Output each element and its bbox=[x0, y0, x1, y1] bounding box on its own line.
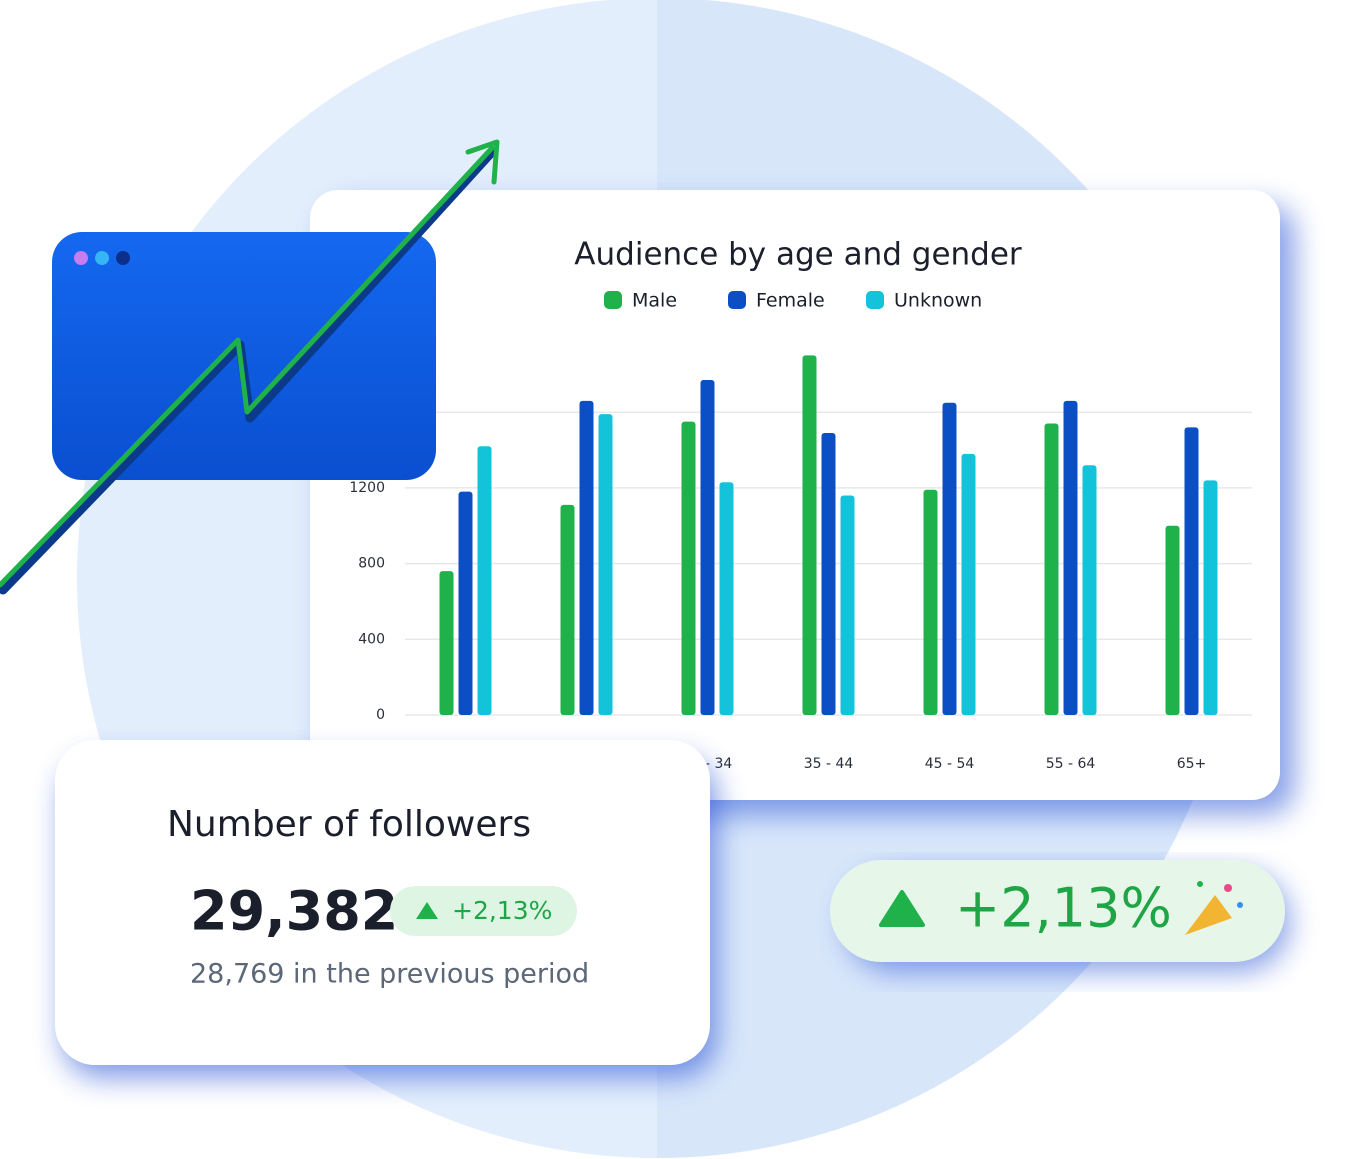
legend-swatch bbox=[604, 291, 622, 309]
bar bbox=[477, 446, 492, 715]
bar bbox=[1082, 465, 1097, 715]
legend-label: Unknown bbox=[894, 290, 982, 312]
chart-plot: 040080012001600MaleFemaleUnknown25 - 343… bbox=[349, 290, 1252, 772]
y-tick-label: 0 bbox=[376, 707, 385, 723]
x-tick-label: 55 - 64 bbox=[1046, 756, 1096, 772]
bar bbox=[942, 402, 957, 715]
badge bbox=[830, 860, 1285, 962]
growth-badge: +2,13% bbox=[830, 860, 1290, 972]
chart-title: Audience by age and gender bbox=[574, 237, 1022, 273]
arrow-head bbox=[465, 139, 500, 185]
y-tick-label: 800 bbox=[358, 556, 385, 572]
legend-swatch bbox=[728, 291, 746, 309]
trend-arrow bbox=[0, 145, 495, 588]
confetti bbox=[1237, 902, 1243, 908]
legend-label: Female bbox=[756, 290, 825, 312]
confetti bbox=[1224, 884, 1232, 892]
x-tick-label: 35 - 44 bbox=[804, 756, 854, 772]
window-dot bbox=[95, 251, 109, 265]
bar bbox=[598, 414, 613, 715]
y-tick-label: 400 bbox=[358, 631, 385, 647]
window-dot bbox=[74, 251, 88, 265]
bar bbox=[961, 453, 976, 715]
card bbox=[55, 740, 710, 1065]
bar bbox=[923, 489, 938, 715]
bar bbox=[1044, 423, 1059, 715]
card bbox=[310, 190, 1280, 800]
bar bbox=[1063, 400, 1078, 715]
bar bbox=[1165, 525, 1180, 715]
bar bbox=[1203, 480, 1218, 715]
change-pill bbox=[390, 886, 577, 936]
badge-value: +2,13% bbox=[955, 877, 1172, 940]
bar bbox=[458, 491, 473, 715]
bar bbox=[821, 433, 836, 715]
up-icon bbox=[879, 890, 925, 927]
followers-value: 29,382 bbox=[190, 880, 398, 943]
bar bbox=[1184, 427, 1199, 715]
card-title: Number of followers bbox=[167, 804, 531, 845]
bar bbox=[560, 504, 575, 715]
bar bbox=[700, 380, 715, 715]
window-dot bbox=[116, 251, 130, 265]
followers-card: Number of followers 29,382 +2,13% 28,769… bbox=[55, 740, 717, 1078]
up-icon bbox=[416, 902, 438, 919]
y-tick-label: 1200 bbox=[349, 480, 385, 496]
x-tick-label: 65+ bbox=[1177, 756, 1207, 772]
browser-window bbox=[0, 139, 500, 595]
legend-label: Male bbox=[632, 290, 677, 312]
bar bbox=[802, 355, 817, 715]
party-popper bbox=[1185, 895, 1232, 935]
bar bbox=[840, 495, 855, 715]
previous-period: 28,769 in the previous period bbox=[190, 959, 589, 990]
legend-swatch bbox=[866, 291, 884, 309]
confetti bbox=[1197, 881, 1203, 887]
change-value: +2,13% bbox=[452, 896, 552, 925]
bar bbox=[719, 482, 734, 715]
bar bbox=[681, 421, 696, 715]
bar bbox=[439, 571, 454, 715]
x-tick-label: 45 - 54 bbox=[925, 756, 975, 772]
bar bbox=[579, 400, 594, 715]
